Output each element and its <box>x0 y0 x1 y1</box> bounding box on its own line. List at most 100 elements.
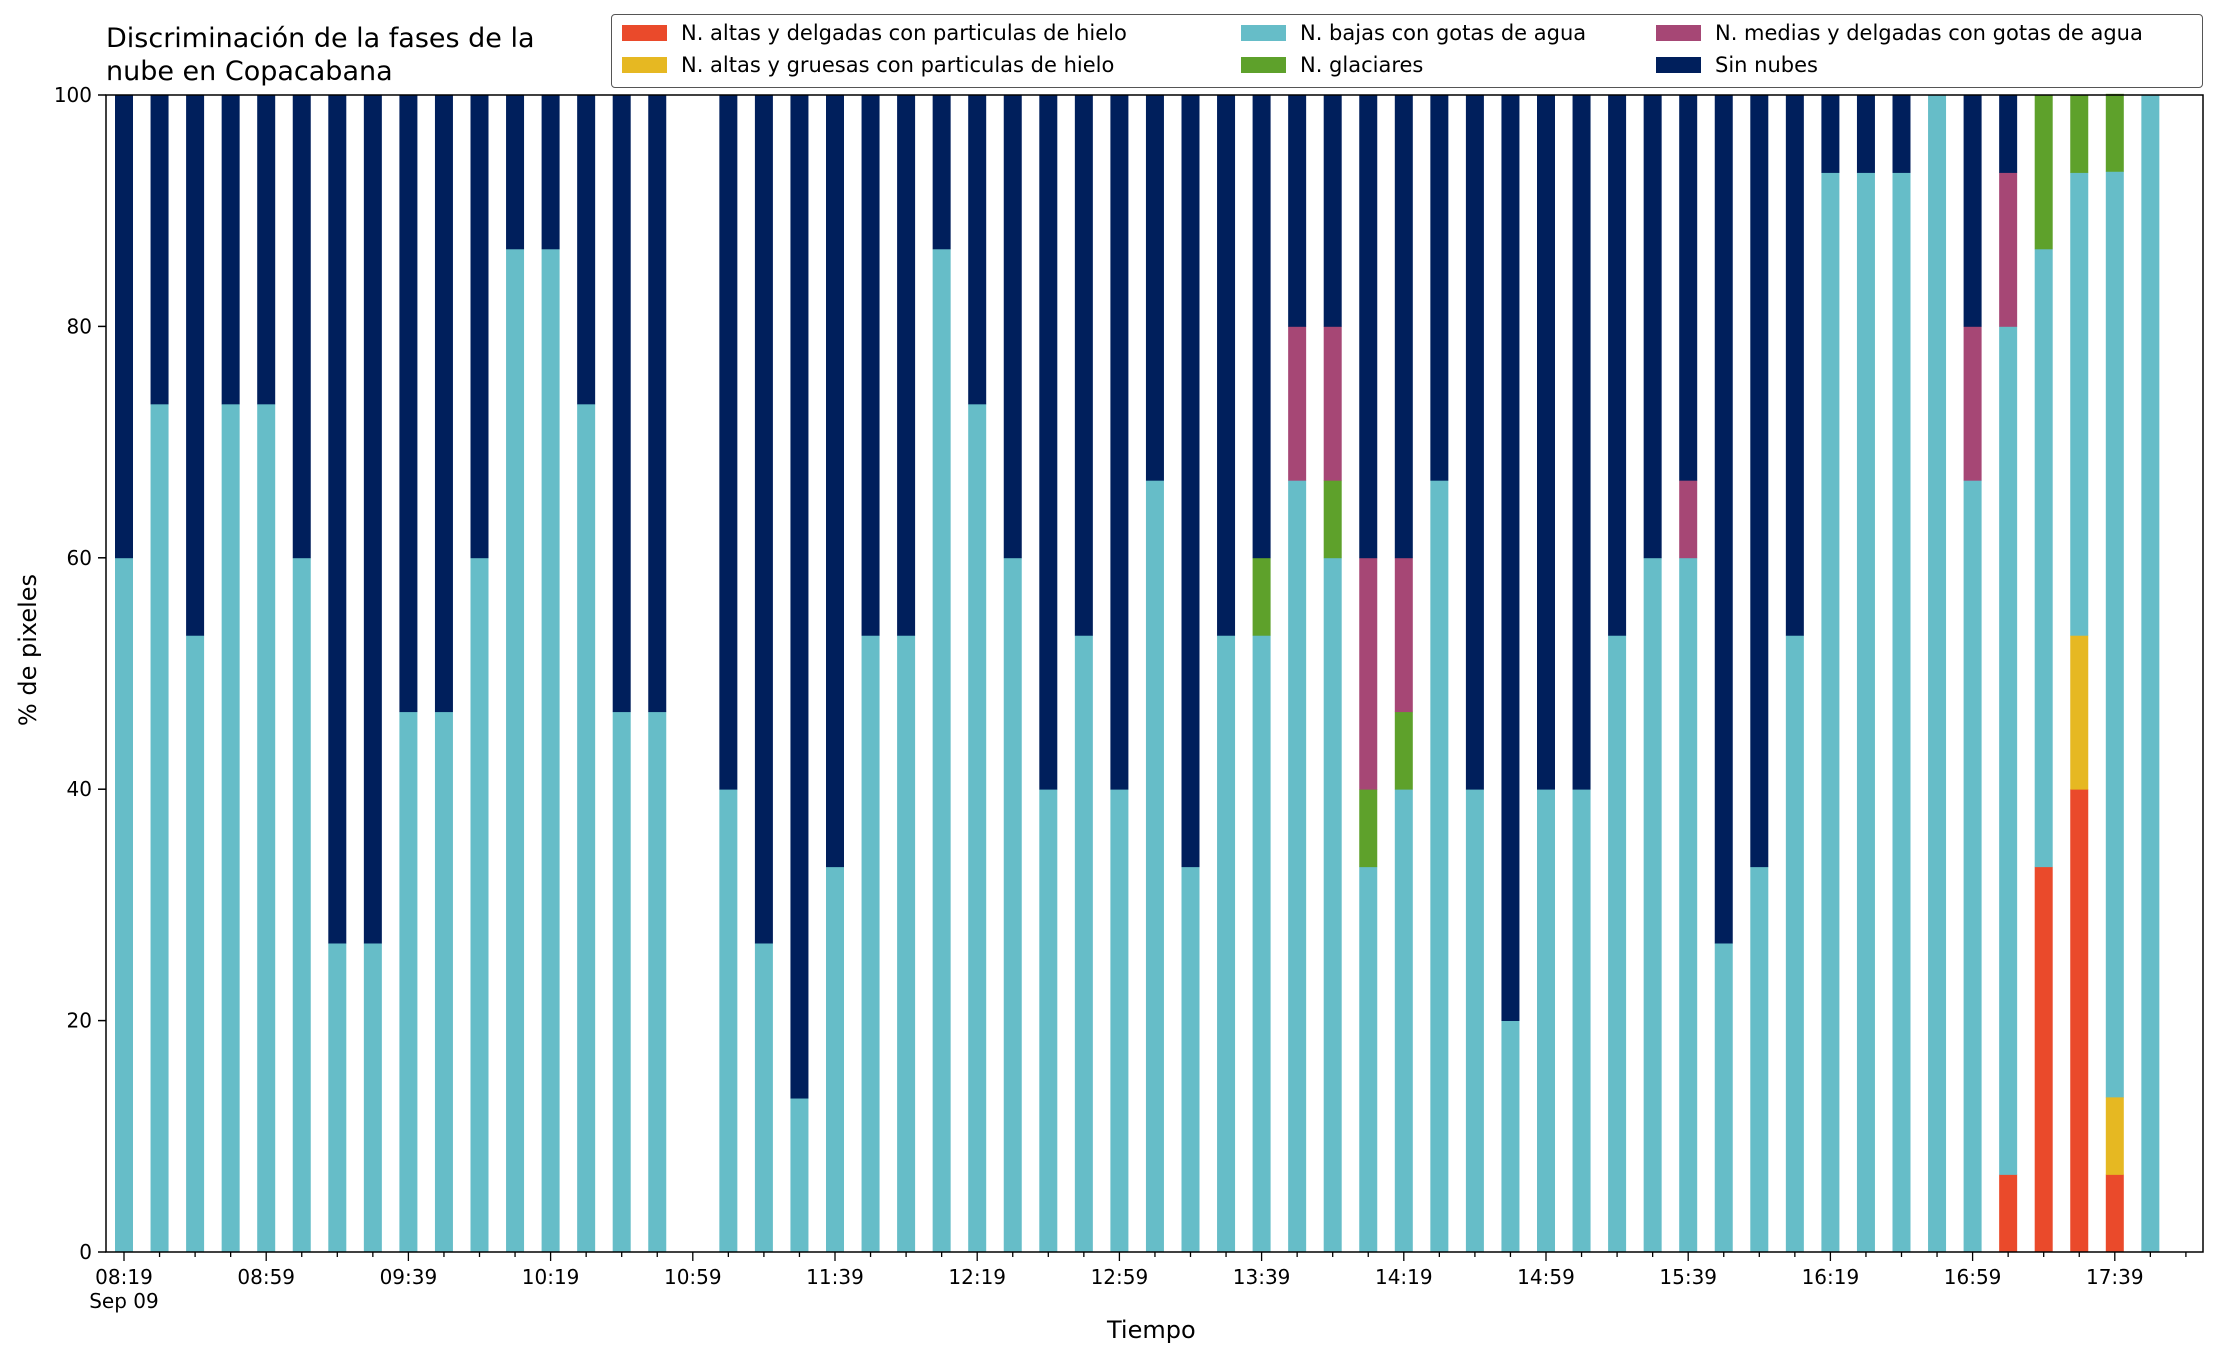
y-tick-label: 40 <box>67 777 92 801</box>
bar-segment-1249-s2 <box>1074 635 1093 1253</box>
bar-segment-0829-s5 <box>150 95 169 405</box>
bar-segment-1409-s2 <box>1359 866 1378 1253</box>
y-axis-label: % de pixeles <box>14 573 42 727</box>
bar-segment-1539-s4 <box>1679 480 1698 559</box>
bar-segment-1559-s5 <box>1750 95 1769 868</box>
bar-segment-1709-s4 <box>1999 172 2018 327</box>
legend-entry-bajas: N. bajas con gotas de agua <box>1241 21 1586 45</box>
bar-segment-1219-s5 <box>968 95 987 405</box>
bar-segment-1039-s2 <box>612 711 631 1253</box>
bar-segment-1449-s2 <box>1501 1020 1520 1253</box>
x-tick-label: 16:19 <box>1802 1265 1860 1289</box>
bar-segment-1729-s1 <box>2070 635 2089 790</box>
bar-segment-1659-s2 <box>1963 480 1982 1253</box>
bar-segment-1729-s2 <box>2070 172 2089 636</box>
x-tick-label: 09:39 <box>380 1265 438 1289</box>
legend-label: N. medias y delgadas con gotas de agua <box>1715 21 2143 45</box>
bar-segment-1119-s2 <box>754 943 773 1253</box>
bar-segment-0919-s2 <box>328 943 347 1253</box>
bar-segment-0839-s5 <box>186 95 205 636</box>
bar-segment-1259-s5 <box>1110 95 1129 790</box>
chart-title-line-2: nube en Copacabana <box>106 56 393 87</box>
x-tick-label: 14:19 <box>1375 1265 1433 1289</box>
bar-segment-1639-s2 <box>1892 172 1911 1253</box>
bar-segment-1209-s5 <box>932 95 951 250</box>
bar-segment-1119-s5 <box>754 95 773 944</box>
bar-segment-1239-s2 <box>1039 789 1058 1253</box>
bar-segment-1629-s2 <box>1856 172 1875 1253</box>
bar-segment-1649-s2 <box>1928 95 1947 1253</box>
legend-entry-medias: N. medias y delgadas con gotas de agua <box>1656 21 2143 45</box>
bar-segment-1549-s5 <box>1714 95 1733 944</box>
bar-segment-0959-s5 <box>470 95 489 559</box>
bar-segment-0929-s5 <box>363 95 382 944</box>
bar-segment-0949-s5 <box>434 95 453 713</box>
legend-entry-altas-delgadas: N. altas y delgadas con particulas de hi… <box>622 21 1127 45</box>
bar-segment-1359-s5 <box>1323 95 1342 327</box>
bar-segment-1739-s1 <box>2105 1096 2124 1175</box>
bar-segment-1419-s4 <box>1394 557 1413 713</box>
bar-segment-1009-s2 <box>506 248 525 1253</box>
bar-segment-1729-s3 <box>2070 95 2089 173</box>
bar-segment-1249-s5 <box>1074 95 1093 636</box>
y-tick-label: 20 <box>67 1009 92 1033</box>
legend-swatch <box>622 57 667 73</box>
bar-segment-1339-s3 <box>1252 557 1271 636</box>
bar-segment-1739-s0 <box>2105 1174 2124 1253</box>
chart-title: Discriminación de la fases de la nube en… <box>106 22 535 88</box>
bar-segment-1639-s5 <box>1892 95 1911 173</box>
bar-segment-1619-s2 <box>1821 172 1840 1253</box>
bar-segment-1109-s5 <box>719 95 738 790</box>
bar-segment-1539-s2 <box>1679 557 1698 1253</box>
bar-segment-1339-s5 <box>1252 95 1271 559</box>
bar-segment-1139-s2 <box>826 866 844 1253</box>
bar-segment-1109-s2 <box>719 789 738 1253</box>
bar-segment-0849-s2 <box>221 403 240 1253</box>
bar-segment-1359-s3 <box>1323 480 1342 559</box>
x-axis-label: Tiempo <box>1107 1316 1196 1344</box>
legend-label: N. altas y delgadas con particulas de hi… <box>681 21 1127 45</box>
legend-swatch <box>1241 25 1286 41</box>
y-tick-label: 80 <box>67 314 92 338</box>
bar-segment-1409-s3 <box>1359 789 1378 868</box>
bar-segment-1359-s4 <box>1323 326 1342 481</box>
x-tick-label: 17:39 <box>2086 1265 2144 1289</box>
bar-segment-1439-s5 <box>1465 95 1484 790</box>
x-tick-label: 08:19 <box>95 1265 153 1289</box>
x-tick-date-label: Sep 09 <box>89 1289 159 1313</box>
bar-segment-1349-s2 <box>1288 480 1307 1253</box>
legend-swatch <box>622 25 667 41</box>
bar-segment-1229-s2 <box>1003 557 1022 1253</box>
bar-segment-0939-s2 <box>399 711 418 1253</box>
bar-segment-1329-s2 <box>1217 635 1236 1253</box>
bar-segment-1419-s5 <box>1394 95 1413 559</box>
bar-segment-1629-s5 <box>1856 95 1875 173</box>
bar-segment-1739-s2 <box>2105 171 2124 1098</box>
bar-segment-1129-s5 <box>790 95 809 1099</box>
x-tick-label: 16:59 <box>1944 1265 2002 1289</box>
bar-segment-1529-s2 <box>1643 557 1662 1253</box>
bar-segment-1419-s2 <box>1394 789 1413 1253</box>
bar-segment-1609-s5 <box>1785 95 1804 636</box>
bar-segment-1739-s3 <box>2105 93 2124 172</box>
bar-segment-1439-s2 <box>1465 789 1484 1253</box>
bar-segment-1009-s5 <box>506 95 525 250</box>
x-tick-label: 08:59 <box>237 1265 295 1289</box>
bar-segment-0859-s2 <box>257 403 276 1253</box>
bar-segment-1359-s2 <box>1323 557 1342 1253</box>
bar-segment-1319-s2 <box>1181 866 1200 1253</box>
x-tick-label: 12:19 <box>948 1265 1006 1289</box>
legend-entry-glaciares: N. glaciares <box>1241 53 1423 77</box>
legend-label: N. altas y gruesas con particulas de hie… <box>681 53 1115 77</box>
bar-segment-1419-s3 <box>1394 711 1413 790</box>
bar-segment-1529-s5 <box>1643 95 1662 559</box>
bar-segment-1029-s5 <box>577 95 596 405</box>
bar-segment-1029-s2 <box>577 403 596 1253</box>
bar-segment-1449-s5 <box>1501 95 1520 1021</box>
bar-segment-1709-s5 <box>1999 95 2018 173</box>
bar-segment-0939-s5 <box>399 95 418 713</box>
bars-layer <box>115 93 2160 1253</box>
bar-segment-0839-s2 <box>186 635 205 1253</box>
x-tick-label: 14:59 <box>1517 1265 1575 1289</box>
